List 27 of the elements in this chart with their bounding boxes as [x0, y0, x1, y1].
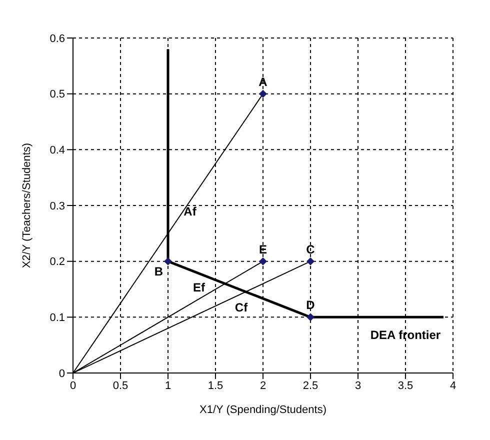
y-tick-label: 0.5 — [50, 88, 65, 101]
y-tick-label: 0.2 — [50, 256, 65, 268]
annotation: C — [306, 242, 316, 256]
y-tick-label: 0.3 — [50, 200, 65, 212]
x-tick-label: 1 — [164, 380, 172, 392]
x-tick-label: 2.5 — [302, 380, 318, 392]
x-tick-label: 0 — [70, 380, 76, 392]
annotation: B — [154, 264, 164, 278]
annotation: D — [306, 298, 316, 312]
x-tick-label: 4 — [450, 380, 456, 392]
x-tick-label: 0.5 — [112, 380, 128, 392]
annotation: Ef — [193, 280, 206, 295]
annotation: DEA frontier — [370, 328, 441, 342]
y-axis-title: X2/Y (Teachers/Students) — [20, 142, 33, 268]
y-tick-label: 0.1 — [50, 312, 65, 324]
x-tick-label: 2 — [260, 380, 266, 392]
y-tick-label: 0 — [58, 368, 65, 380]
annotation: Cf — [234, 300, 249, 314]
annotation: A — [258, 74, 268, 89]
x-tick-label: 3 — [354, 380, 362, 392]
annotation: Af — [184, 204, 198, 218]
x-tick-label: 3.5 — [398, 380, 414, 392]
annotation: E — [258, 242, 268, 256]
x-axis-title: X1/Y (Spending/Students) — [200, 404, 326, 416]
y-tick-label: 0.4 — [50, 144, 65, 157]
x-tick-label: 1.5 — [208, 380, 224, 392]
y-tick-label: 0.6 — [50, 32, 65, 45]
